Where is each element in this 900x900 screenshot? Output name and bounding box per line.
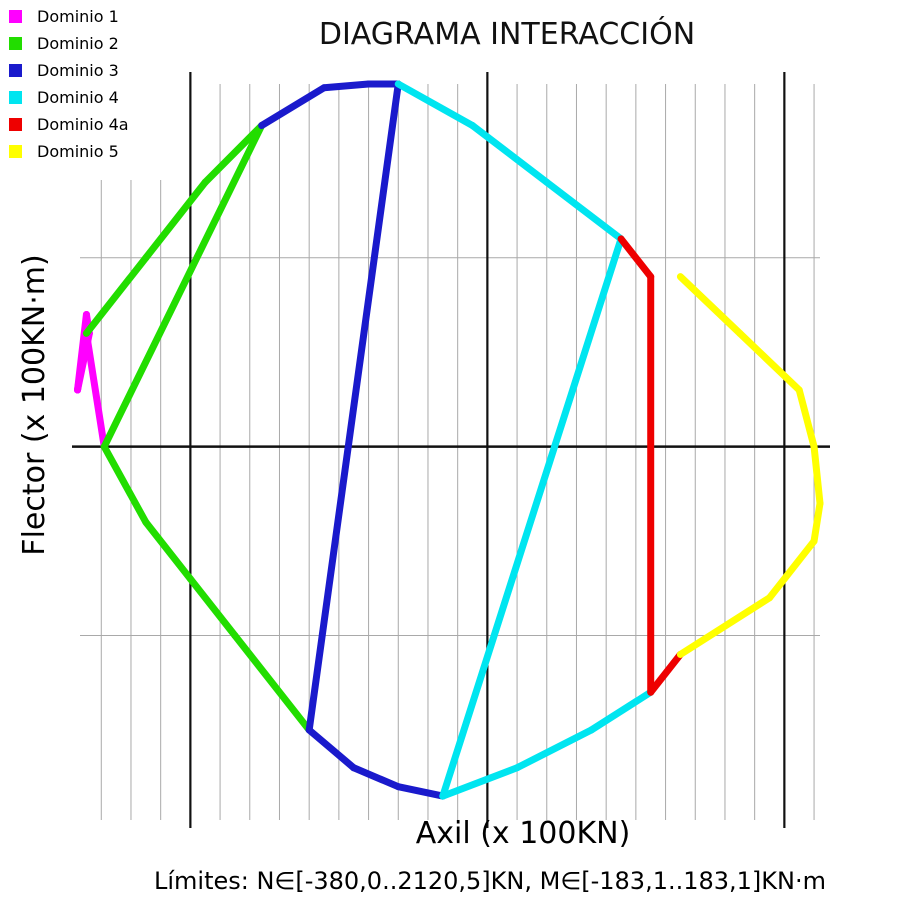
series-segment bbox=[258, 84, 328, 130]
series-segment bbox=[587, 688, 655, 734]
series-segment bbox=[766, 537, 818, 602]
series-segment bbox=[305, 80, 402, 734]
series-segment bbox=[617, 235, 655, 281]
series-segment bbox=[513, 726, 595, 772]
series-segment bbox=[350, 764, 402, 791]
series-segment bbox=[810, 443, 824, 507]
series-segment bbox=[439, 764, 521, 800]
legend-swatch bbox=[9, 37, 22, 50]
legend-swatch bbox=[9, 64, 22, 77]
legend-swatch bbox=[9, 91, 22, 104]
series-segment bbox=[736, 329, 803, 394]
chart-title: DIAGRAMA INTERACCIÓN bbox=[319, 15, 695, 52]
y-axis-label: Flector (x 100KN·m) bbox=[17, 254, 52, 555]
series-segment bbox=[439, 235, 625, 800]
series-segment bbox=[394, 783, 447, 800]
series-segment bbox=[469, 122, 551, 186]
series-segment bbox=[82, 329, 108, 451]
series-segment bbox=[201, 122, 266, 186]
series-segment bbox=[320, 80, 373, 92]
series-segment bbox=[142, 518, 194, 583]
legend-swatch bbox=[9, 145, 22, 158]
legend-swatch bbox=[9, 118, 22, 131]
series-segment bbox=[186, 575, 239, 640]
series-segment bbox=[795, 386, 818, 451]
legend-label: Dominio 5 bbox=[37, 142, 119, 161]
legend-label: Dominio 3 bbox=[37, 61, 119, 80]
legend-label: Dominio 4a bbox=[37, 115, 129, 134]
legend-label: Dominio 4 bbox=[37, 88, 119, 107]
series-segment bbox=[647, 650, 684, 696]
series-segment bbox=[231, 632, 313, 734]
limits-footer: Límites: N∈[-380,0..2120,5]KN, M∈[-183,1… bbox=[154, 867, 826, 895]
series-segment bbox=[810, 499, 824, 545]
legend-label: Dominio 1 bbox=[37, 7, 119, 26]
series-segment bbox=[676, 273, 744, 337]
plot-area bbox=[74, 80, 824, 800]
legend-swatch bbox=[9, 10, 22, 23]
series-segment bbox=[305, 726, 358, 772]
series-segment bbox=[142, 178, 209, 262]
series-segment bbox=[100, 443, 150, 526]
legend: Dominio 1 Dominio 2 Dominio 3 Dominio 4 Domi… bbox=[9, 7, 129, 161]
series-segment bbox=[676, 594, 774, 658]
legend-label: Dominio 2 bbox=[37, 34, 119, 53]
series-segment bbox=[543, 178, 625, 243]
series-segment bbox=[394, 80, 477, 130]
x-axis-label: Axil (x 100KN) bbox=[416, 816, 631, 851]
series-segment bbox=[100, 122, 266, 451]
series-segment bbox=[82, 254, 150, 337]
